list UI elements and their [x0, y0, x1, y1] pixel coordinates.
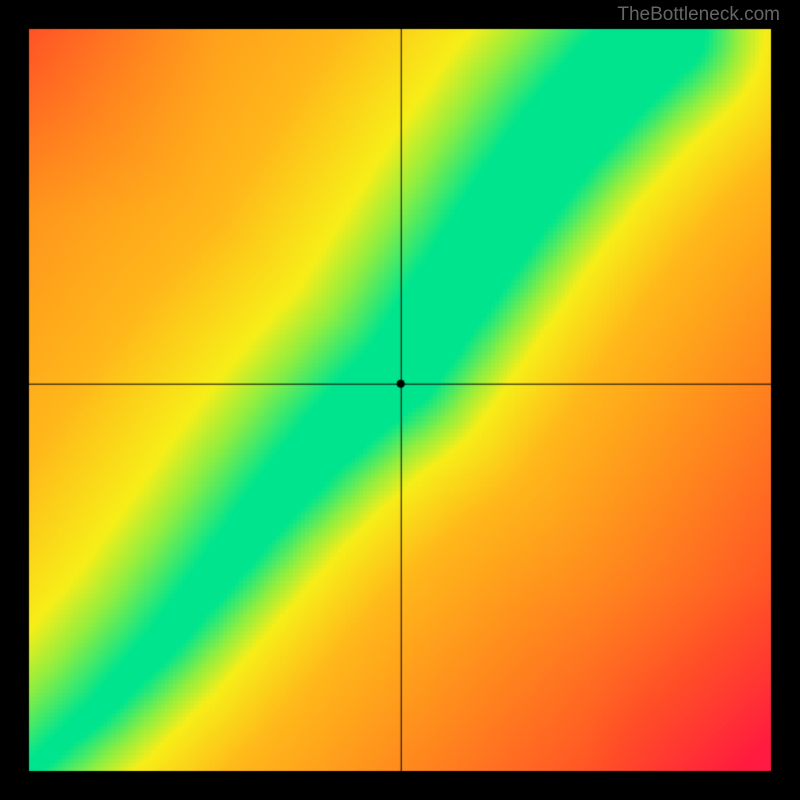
heatmap-canvas	[0, 0, 800, 800]
chart-container: TheBottleneck.com	[0, 0, 800, 800]
attribution-label: TheBottleneck.com	[617, 4, 780, 26]
